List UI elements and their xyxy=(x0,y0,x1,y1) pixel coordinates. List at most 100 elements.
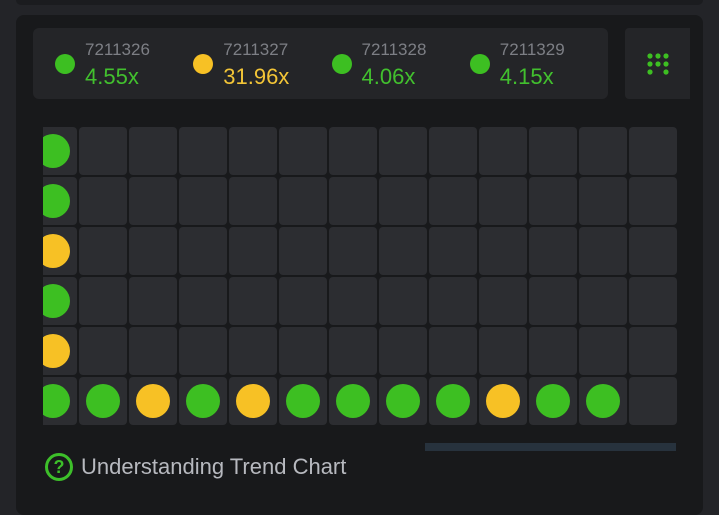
chart-cell xyxy=(629,227,677,275)
yellow-result-ball xyxy=(43,334,70,368)
round-id: 7211328 xyxy=(361,40,427,59)
chart-cell xyxy=(79,227,127,275)
chart-cell xyxy=(43,177,77,225)
chart-cell xyxy=(329,377,377,425)
chart-cell xyxy=(479,127,527,175)
chart-cell xyxy=(329,127,377,175)
chart-column xyxy=(479,127,527,425)
chart-cell xyxy=(329,177,377,225)
chart-cell xyxy=(329,227,377,275)
chart-cell xyxy=(279,127,327,175)
green-result-ball xyxy=(586,384,620,418)
chart-cell xyxy=(429,177,477,225)
top-bar xyxy=(16,0,703,5)
chart-column xyxy=(43,127,77,425)
yellow-result-ball xyxy=(486,384,520,418)
status-dot xyxy=(193,54,214,74)
grid-view-button[interactable] xyxy=(625,28,690,99)
chart-cell xyxy=(579,227,627,275)
chart-cell xyxy=(229,377,277,425)
chart-cell xyxy=(179,177,227,225)
help-label: Understanding Trend Chart xyxy=(81,454,347,479)
question-circle-icon: ? xyxy=(45,453,73,481)
yellow-result-ball xyxy=(236,384,270,418)
chart-cell xyxy=(79,127,127,175)
green-result-ball xyxy=(43,134,70,168)
chart-cell xyxy=(179,327,227,375)
green-result-ball xyxy=(536,384,570,418)
chart-column xyxy=(129,127,177,425)
chart-column xyxy=(179,127,227,425)
chart-column xyxy=(329,127,377,425)
chart-cell xyxy=(229,277,277,325)
chart-cell xyxy=(43,227,77,275)
green-result-ball xyxy=(86,384,120,418)
chart-cell xyxy=(379,227,427,275)
green-result-ball xyxy=(386,384,420,418)
understanding-trend-chart-link[interactable]: ? Understanding Trend Chart xyxy=(45,453,346,481)
round-id: 7211326 xyxy=(85,40,150,59)
chart-cell xyxy=(629,377,677,425)
green-result-ball xyxy=(43,284,70,318)
chart-cell xyxy=(79,327,127,375)
chart-scrollbar[interactable] xyxy=(425,443,676,451)
chart-cell xyxy=(179,277,227,325)
chart-cell xyxy=(429,127,477,175)
chart-cell xyxy=(379,377,427,425)
chart-cell xyxy=(129,377,177,425)
chart-cell xyxy=(579,177,627,225)
green-result-ball xyxy=(336,384,370,418)
chart-cell xyxy=(179,227,227,275)
chart-cell xyxy=(529,327,577,375)
chart-cell xyxy=(529,377,577,425)
green-result-ball xyxy=(43,384,70,418)
chart-cell xyxy=(129,177,177,225)
round-multiplier: 4.55x xyxy=(85,64,139,89)
chart-cell xyxy=(179,127,227,175)
chart-cell xyxy=(629,277,677,325)
chart-cell xyxy=(379,127,427,175)
chart-cell xyxy=(43,327,77,375)
history-item: 7211327 31.96x xyxy=(193,28,331,99)
chart-column xyxy=(529,127,577,425)
chart-column xyxy=(429,127,477,425)
chart-cell xyxy=(379,277,427,325)
chart-column xyxy=(629,127,677,425)
chart-cell xyxy=(229,327,277,375)
yellow-result-ball xyxy=(43,234,70,268)
chart-cell xyxy=(329,327,377,375)
round-multiplier: 4.15x xyxy=(499,64,554,89)
chart-cell xyxy=(43,277,77,325)
chart-cell xyxy=(43,377,77,425)
chart-column xyxy=(79,127,127,425)
status-dot xyxy=(331,54,352,74)
chart-cell xyxy=(429,227,477,275)
chart-cell xyxy=(79,277,127,325)
chart-cell xyxy=(429,377,477,425)
green-result-ball xyxy=(186,384,220,418)
chart-cell xyxy=(479,277,527,325)
chart-cell xyxy=(529,227,577,275)
chart-cell xyxy=(79,377,127,425)
chart-cell xyxy=(129,327,177,375)
chart-cell xyxy=(629,327,677,375)
round-history: 7211326 4.55x 7211327 31.96x 7211328 4.0… xyxy=(33,28,608,99)
chart-cell xyxy=(629,177,677,225)
chart-cell xyxy=(629,127,677,175)
chart-cell xyxy=(429,277,477,325)
trend-chart[interactable] xyxy=(43,127,677,425)
chart-cell xyxy=(279,177,327,225)
chart-cell xyxy=(529,277,577,325)
chart-cell xyxy=(279,327,327,375)
green-result-ball xyxy=(43,184,70,218)
status-dot xyxy=(469,54,490,74)
round-id: 7211329 xyxy=(499,40,565,59)
chart-cell xyxy=(479,227,527,275)
green-result-ball xyxy=(436,384,470,418)
chart-cell xyxy=(579,327,627,375)
status-dot xyxy=(55,54,75,74)
chart-cell xyxy=(229,177,277,225)
history-item: 7211328 4.06x xyxy=(331,28,470,99)
history-item: 7211329 4.15x xyxy=(469,28,608,99)
chart-cell xyxy=(279,277,327,325)
